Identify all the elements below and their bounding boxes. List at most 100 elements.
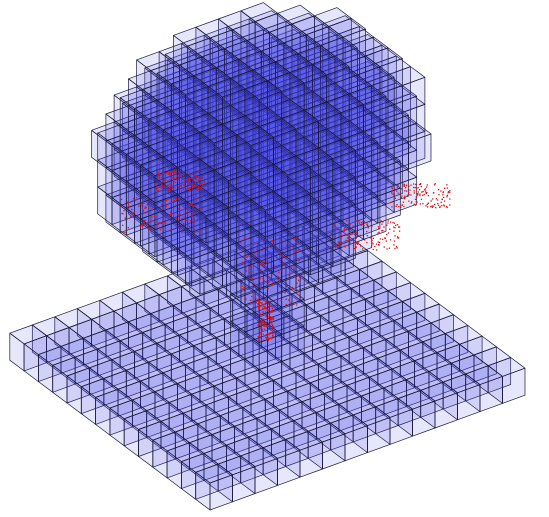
point xyxy=(198,188,199,189)
point xyxy=(161,177,162,178)
point xyxy=(388,220,389,221)
point xyxy=(163,171,164,172)
point xyxy=(394,194,395,195)
point xyxy=(288,300,289,301)
point xyxy=(397,224,398,225)
point xyxy=(263,300,264,301)
point xyxy=(169,179,170,180)
point xyxy=(353,226,354,227)
point xyxy=(425,205,426,206)
point xyxy=(125,217,126,218)
point xyxy=(143,210,144,211)
point xyxy=(170,211,171,212)
point xyxy=(394,223,395,224)
point xyxy=(140,226,141,227)
point xyxy=(272,319,273,320)
point xyxy=(181,221,182,222)
point xyxy=(183,171,184,172)
point xyxy=(449,190,450,191)
point xyxy=(274,266,275,267)
point xyxy=(296,289,297,290)
point xyxy=(262,329,263,330)
point xyxy=(355,228,356,229)
point xyxy=(186,212,187,213)
point xyxy=(245,299,246,300)
point xyxy=(271,338,272,339)
point xyxy=(386,225,387,226)
point xyxy=(268,303,269,304)
point xyxy=(421,191,422,192)
point xyxy=(189,190,190,191)
point xyxy=(168,190,169,191)
point xyxy=(124,232,125,233)
point xyxy=(191,214,192,215)
point xyxy=(180,174,181,175)
point xyxy=(164,201,165,202)
point xyxy=(174,200,175,201)
voxel xyxy=(177,159,214,205)
point xyxy=(178,179,179,180)
point xyxy=(441,202,442,203)
point xyxy=(168,215,169,216)
point xyxy=(272,240,273,241)
point xyxy=(198,180,199,181)
point xyxy=(425,192,426,193)
point xyxy=(297,271,298,272)
point xyxy=(393,226,394,227)
point xyxy=(258,308,259,309)
point xyxy=(278,279,279,280)
point xyxy=(415,187,416,188)
point xyxy=(433,192,434,193)
point xyxy=(202,177,203,178)
point xyxy=(243,293,244,294)
point xyxy=(199,176,200,177)
point xyxy=(265,239,266,240)
point xyxy=(152,207,153,208)
point xyxy=(296,283,297,284)
point xyxy=(158,183,159,184)
point xyxy=(194,221,195,222)
point xyxy=(447,195,448,196)
point xyxy=(406,191,407,192)
point xyxy=(193,225,194,226)
point xyxy=(161,182,162,183)
point xyxy=(256,302,257,303)
point xyxy=(159,177,160,178)
point xyxy=(144,208,145,209)
point xyxy=(141,203,142,204)
point xyxy=(342,236,343,237)
point xyxy=(128,227,129,228)
point xyxy=(334,225,335,226)
point xyxy=(270,318,271,319)
point xyxy=(428,195,429,196)
point xyxy=(267,284,268,285)
point xyxy=(153,213,154,214)
point xyxy=(267,309,268,310)
point xyxy=(449,204,450,205)
point xyxy=(266,316,267,317)
point xyxy=(395,198,396,199)
point xyxy=(256,249,257,250)
point xyxy=(391,206,392,207)
point xyxy=(176,179,177,180)
point xyxy=(400,197,401,198)
point xyxy=(353,246,354,247)
point xyxy=(293,252,294,253)
point xyxy=(349,243,350,244)
point xyxy=(423,191,424,192)
point xyxy=(241,274,242,275)
point xyxy=(426,186,427,187)
point xyxy=(407,195,408,196)
point xyxy=(427,204,428,205)
point xyxy=(240,285,241,286)
point xyxy=(166,206,167,207)
point xyxy=(371,226,372,227)
point xyxy=(435,183,436,184)
point xyxy=(270,301,271,302)
point xyxy=(263,319,264,320)
point xyxy=(371,235,372,236)
point xyxy=(175,174,176,175)
point xyxy=(173,178,174,179)
point xyxy=(123,231,124,232)
point xyxy=(184,185,185,186)
